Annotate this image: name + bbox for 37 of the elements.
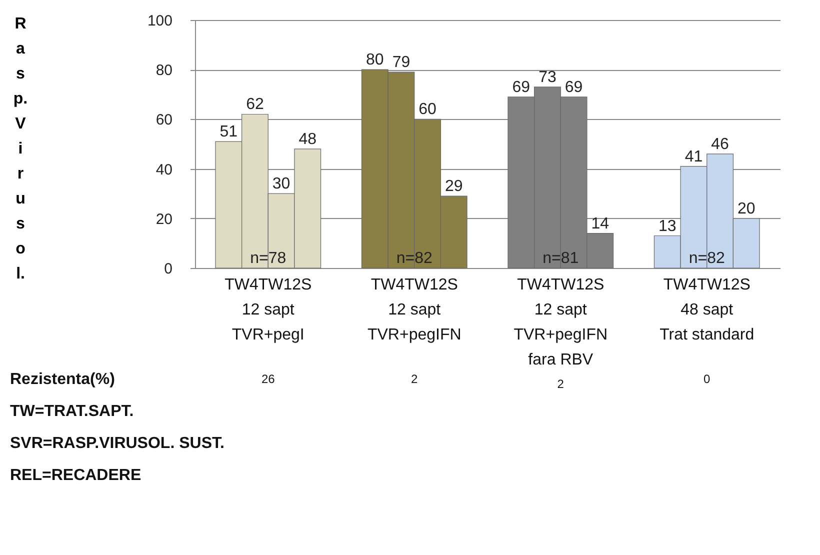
- y-tick-label: 60: [156, 112, 172, 129]
- data-label: 41: [684, 148, 703, 166]
- text: Rasp. Virusol.: [13, 16, 28, 282]
- text: TW=TRAT.SAPT.: [10, 403, 134, 420]
- y-tick-label: 100: [147, 12, 172, 30]
- x-tick-label: TW4TW12S 48 sapt Trat standard: [660, 276, 754, 344]
- y-tick-label: 80: [156, 62, 172, 80]
- annotation: n=81: [542, 250, 579, 267]
- text: 2: [557, 377, 564, 391]
- y-tick-label: 20: [156, 210, 172, 228]
- data-label: 80: [366, 52, 384, 69]
- data-label: 20: [737, 200, 756, 218]
- data-label: 30: [272, 176, 290, 193]
- text: 26: [261, 372, 276, 386]
- y-tick-label: 40: [156, 161, 172, 178]
- data-label: 13: [658, 218, 676, 235]
- text: REL=RECADERE: [10, 467, 142, 484]
- data-label: 62: [246, 96, 264, 114]
- data-label: 14: [591, 215, 610, 232]
- text: 0: [704, 372, 711, 386]
- data-label: 73: [538, 68, 556, 86]
- x-tick-label: TW4TW12S 12 sapt TVR+pegIFN fara RBV: [514, 276, 608, 368]
- text: 2: [411, 372, 418, 386]
- data-label: 51: [220, 124, 238, 141]
- annotation: n=82: [396, 250, 432, 267]
- x-tick-label: TW4TW12S 12 sapt TVR+pegIFN: [367, 276, 462, 344]
- data-label: 29: [444, 178, 463, 196]
- x-tick-label: TW4TW12S 12 sapt TVR+pegI: [224, 276, 312, 344]
- data-label: 79: [392, 54, 410, 72]
- data-label: 69: [564, 78, 583, 96]
- y-tick-label: 0: [164, 260, 172, 278]
- text: Rezistenta(%): [10, 371, 115, 388]
- data-label: 48: [298, 130, 317, 148]
- data-label: 69: [512, 78, 530, 96]
- text: SVR=RASP.VIRUSOL. SUST.: [10, 435, 224, 452]
- data-label: 46: [711, 136, 730, 153]
- data-label: 60: [418, 101, 437, 118]
